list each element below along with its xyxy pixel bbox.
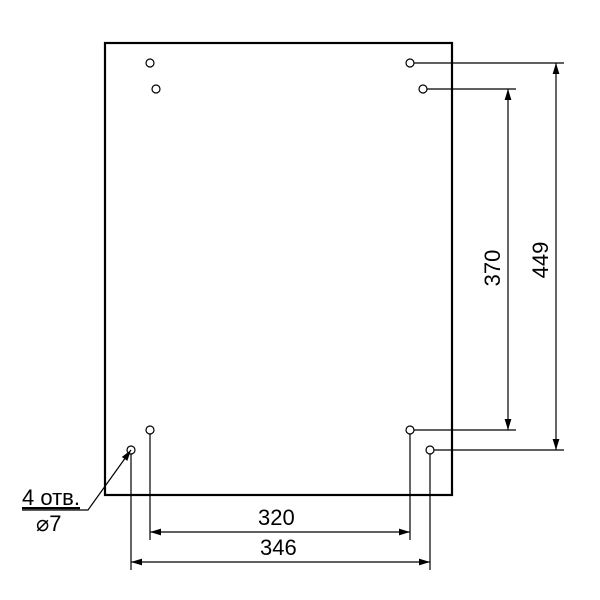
plate-outline xyxy=(105,43,452,495)
hole-bl1 xyxy=(146,426,154,434)
arrowhead xyxy=(553,63,560,74)
hole-br2 xyxy=(426,446,434,454)
dim-label-370: 370 xyxy=(480,250,505,287)
arrowhead xyxy=(399,529,410,536)
arrowhead xyxy=(419,559,430,566)
hole-callout-line2: ⌀7 xyxy=(36,511,61,536)
dim-label-320: 320 xyxy=(258,505,295,530)
arrowhead xyxy=(553,439,560,450)
arrowhead xyxy=(505,419,512,430)
dim-label-346: 346 xyxy=(260,535,297,560)
hole-callout-line1: 4 отв. xyxy=(22,485,80,510)
arrowhead xyxy=(122,450,131,461)
hole-tr1 xyxy=(406,59,414,67)
arrowhead xyxy=(505,89,512,100)
hole-tl1 xyxy=(146,59,154,67)
hole-tl2 xyxy=(152,85,160,93)
hole-tr2 xyxy=(419,85,427,93)
dim-label-449: 449 xyxy=(528,242,553,279)
hole-br1 xyxy=(406,426,414,434)
arrowhead xyxy=(150,529,161,536)
arrowhead xyxy=(131,559,142,566)
